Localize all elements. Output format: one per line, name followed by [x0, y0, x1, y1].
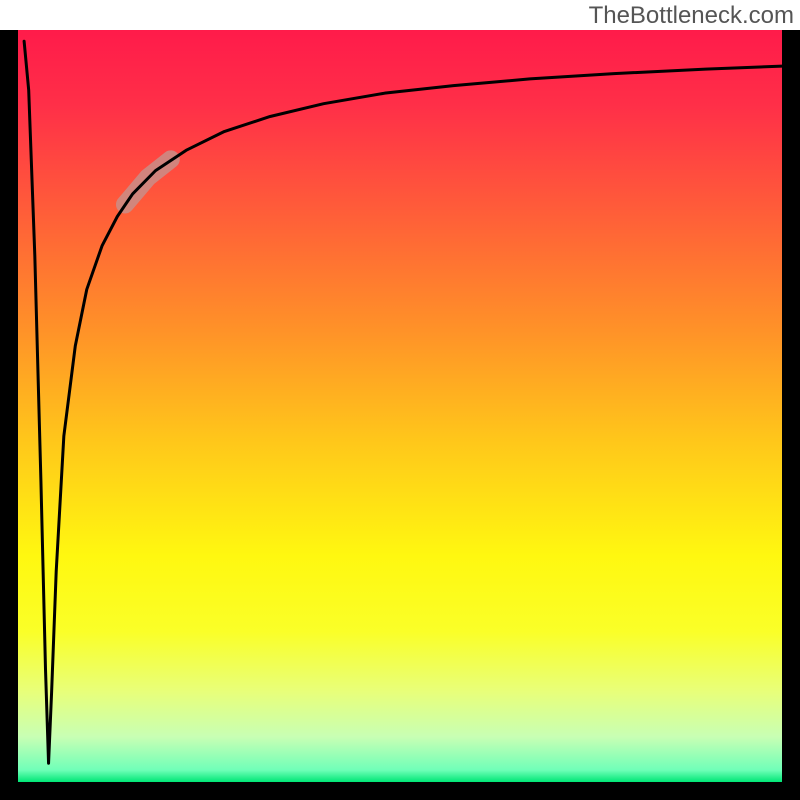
chart-right-border — [782, 30, 800, 800]
chart-left-border — [0, 30, 18, 800]
chart-bottom-border — [0, 782, 800, 800]
bottleneck-curve — [24, 41, 782, 763]
chart-overlay — [0, 0, 800, 800]
